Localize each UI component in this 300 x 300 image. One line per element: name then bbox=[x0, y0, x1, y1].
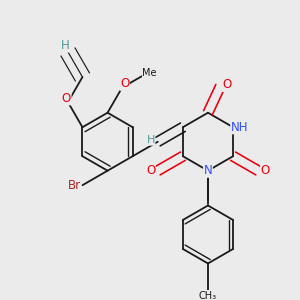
Text: Br: Br bbox=[68, 179, 81, 192]
Text: N: N bbox=[204, 164, 212, 177]
Text: Me: Me bbox=[142, 68, 157, 78]
Text: O: O bbox=[120, 77, 129, 90]
Text: CH₃: CH₃ bbox=[199, 291, 217, 300]
Text: O: O bbox=[261, 164, 270, 177]
Text: O: O bbox=[146, 164, 155, 177]
Text: O: O bbox=[222, 78, 231, 91]
Text: O: O bbox=[62, 92, 71, 105]
Text: H: H bbox=[146, 135, 155, 145]
Text: NH: NH bbox=[231, 121, 248, 134]
Text: H: H bbox=[61, 39, 70, 52]
